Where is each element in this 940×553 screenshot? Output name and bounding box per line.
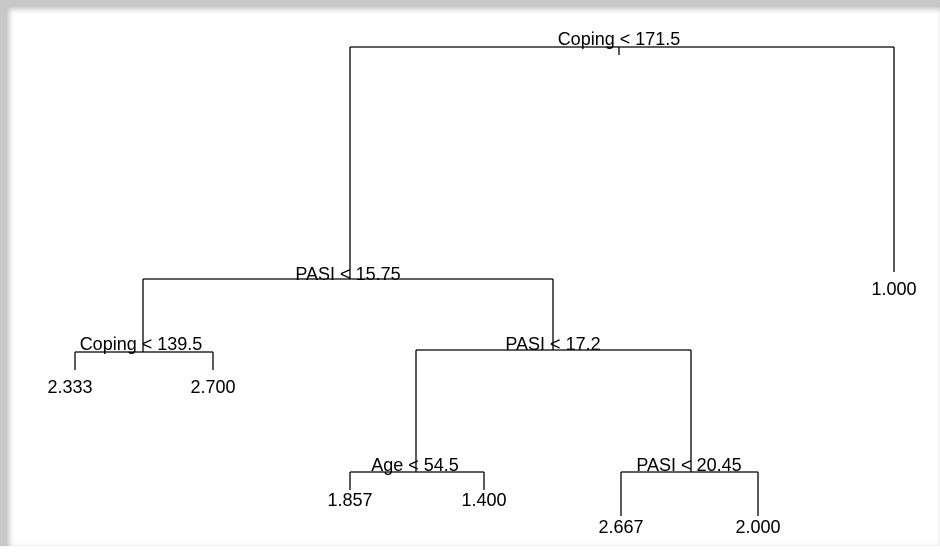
leaf-label: 1.000 [871,279,916,299]
leaf-label: 2.333 [47,377,92,397]
split-label: PASI < 20.45 [636,455,741,475]
branches [74,46,895,516]
leaf-label: 2.000 [735,517,780,537]
split-label: Coping < 171.5 [558,29,681,49]
leaf-label: 1.857 [327,490,372,510]
split-labels: Coping < 171.5 PASI < 15.75 Coping < 139… [80,29,742,475]
leaf-label: 1.400 [461,490,506,510]
split-label: PASI < 17.2 [505,334,600,354]
leaf-label: 2.667 [598,517,643,537]
split-label: Coping < 139.5 [80,334,203,354]
split-label: Age < 54.5 [371,455,459,475]
leaf-label: 2.700 [190,377,235,397]
tree-diagram: Coping < 171.5 PASI < 15.75 Coping < 139… [47,29,916,537]
leaf-labels: 1.000 2.333 2.700 1.857 1.400 2.667 2.00… [47,279,916,537]
split-label: PASI < 15.75 [295,264,400,284]
